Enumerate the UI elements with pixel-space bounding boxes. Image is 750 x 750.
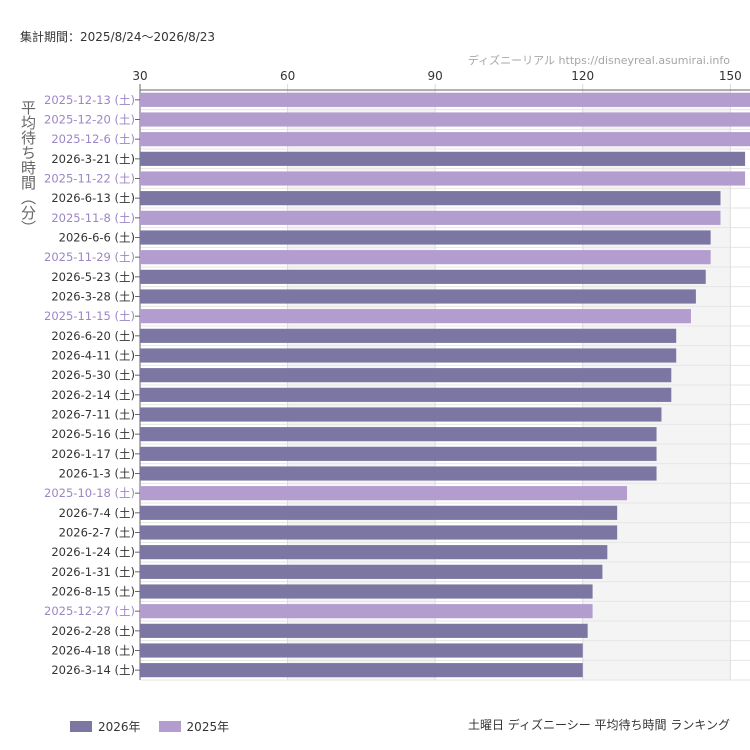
category-label: 2026-2-14 (土)	[51, 388, 135, 402]
category-label: 2026-5-23 (土)	[51, 270, 135, 284]
bar	[140, 663, 583, 678]
category-label: 2026-2-28 (土)	[51, 624, 135, 638]
bar	[140, 407, 662, 422]
bar	[140, 604, 593, 619]
x-tick-label: 90	[428, 69, 443, 83]
bar	[140, 525, 618, 540]
bar	[140, 387, 672, 402]
category-label: 2026-2-7 (土)	[59, 526, 135, 540]
bar	[140, 250, 711, 265]
bar	[140, 132, 750, 147]
bar	[140, 643, 583, 658]
category-label: 2026-5-16 (土)	[51, 427, 135, 441]
bar	[140, 309, 691, 324]
legend-swatch-2026	[70, 721, 92, 732]
bar	[140, 584, 593, 599]
category-label: 2026-1-31 (土)	[51, 565, 135, 579]
category-label: 2026-4-11 (土)	[51, 349, 135, 363]
category-label: 2026-3-21 (土)	[51, 152, 135, 166]
category-label: 2026-1-24 (土)	[51, 545, 135, 559]
bar	[140, 289, 696, 304]
x-tick-label: 150	[719, 69, 742, 83]
bar	[140, 210, 721, 225]
bar	[140, 466, 657, 481]
bar	[140, 191, 721, 206]
category-label: 2025-12-13 (土)	[44, 93, 135, 107]
category-label: 2025-10-18 (土)	[44, 486, 135, 500]
bar	[140, 368, 672, 383]
category-label: 2026-8-15 (土)	[51, 585, 135, 599]
category-label: 2025-12-6 (土)	[51, 132, 135, 146]
credit-text[interactable]: ディズニーリアル https://disneyreal.asumirai.inf…	[467, 54, 730, 67]
x-tick-label: 60	[280, 69, 295, 83]
y-axis-label: 平均待ち時間（分）	[19, 100, 37, 235]
category-label: 2025-11-22 (土)	[44, 172, 135, 186]
category-label: 2025-12-20 (土)	[44, 113, 135, 127]
category-label: 2026-7-4 (土)	[59, 506, 135, 520]
period-text: 集計期間：2025/8/24〜2026/8/23	[20, 30, 216, 44]
category-label: 2025-11-8 (土)	[51, 211, 135, 225]
category-label: 2026-7-11 (土)	[51, 408, 135, 422]
legend-item-2026[interactable]: 2026年	[70, 718, 141, 735]
bar	[140, 446, 657, 461]
legend: 2026年 2025年	[70, 718, 229, 735]
chart-caption: 土曜日 ディズニーシー 平均待ち時間 ランキング	[467, 718, 730, 732]
bar	[140, 564, 603, 579]
category-label: 2026-5-30 (土)	[51, 368, 135, 382]
category-label: 2026-6-13 (土)	[51, 191, 135, 205]
bar	[140, 92, 750, 107]
category-label: 2026-3-14 (土)	[51, 663, 135, 677]
legend-label-2025: 2025年	[186, 720, 230, 734]
x-tick-label: 120	[571, 69, 594, 83]
bar	[140, 545, 608, 560]
category-label: 2026-4-18 (土)	[51, 644, 135, 658]
category-label: 2026-1-3 (土)	[59, 467, 135, 481]
bar	[140, 230, 711, 245]
bar	[140, 486, 628, 501]
category-label: 2026-6-20 (土)	[51, 329, 135, 343]
bar	[140, 269, 706, 284]
bar	[140, 623, 588, 638]
bar	[140, 171, 746, 186]
bar	[140, 328, 677, 343]
category-label: 2025-12-27 (土)	[44, 604, 135, 618]
category-label: 2026-1-17 (土)	[51, 447, 135, 461]
bar	[140, 151, 746, 166]
legend-swatch-2025	[158, 721, 181, 732]
legend-label-2026: 2026年	[98, 720, 141, 734]
x-tick-label: 30	[132, 69, 147, 83]
category-label: 2026-6-6 (土)	[59, 231, 135, 245]
bar	[140, 112, 750, 127]
category-label: 2026-3-28 (土)	[51, 290, 135, 304]
category-label: 2025-11-29 (土)	[44, 250, 135, 264]
bar	[140, 505, 618, 520]
bar	[140, 427, 657, 442]
bar	[140, 348, 677, 363]
category-label: 2025-11-15 (土)	[44, 309, 135, 323]
legend-item-2025[interactable]: 2025年	[158, 718, 230, 735]
